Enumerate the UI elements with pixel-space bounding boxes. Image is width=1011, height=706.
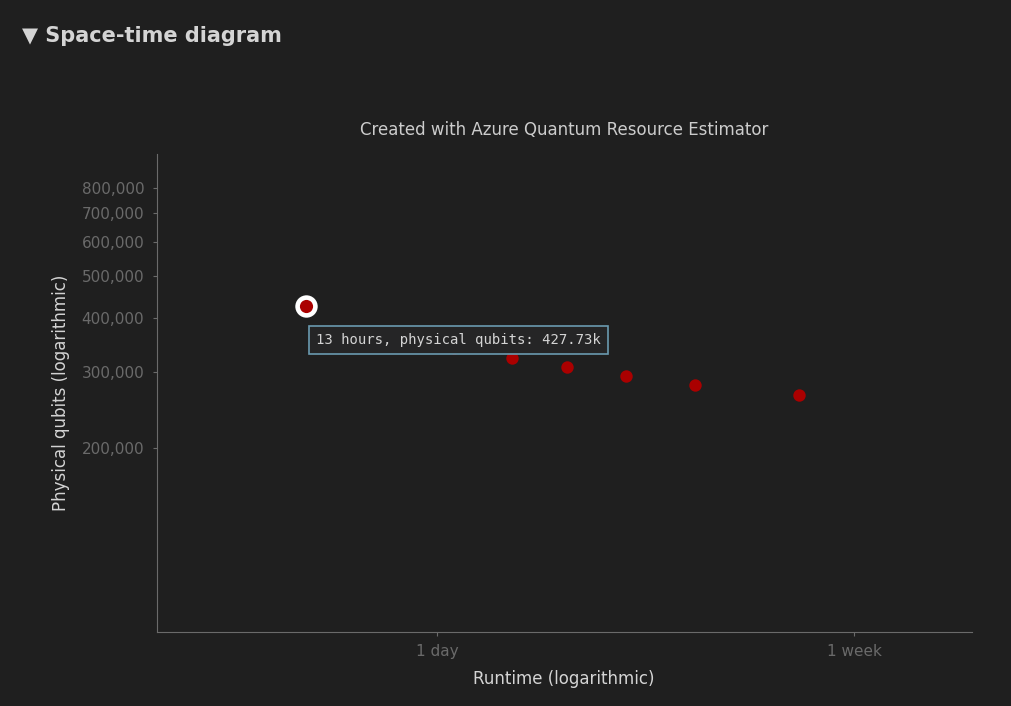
Title: Created with Azure Quantum Resource Estimator: Created with Azure Quantum Resource Esti… <box>360 121 767 139</box>
Point <box>503 352 520 364</box>
Text: ▼ Space-time diagram: ▼ Space-time diagram <box>22 25 282 46</box>
Text: 13 hours, physical qubits: 427.73k: 13 hours, physical qubits: 427.73k <box>315 333 601 347</box>
Point <box>389 335 405 347</box>
Point <box>618 371 634 382</box>
Point <box>558 361 574 372</box>
Point <box>686 379 703 390</box>
Point <box>297 300 313 311</box>
Point <box>297 300 313 311</box>
Y-axis label: Physical qubits (logarithmic): Physical qubits (logarithmic) <box>53 275 71 511</box>
Point <box>446 342 462 353</box>
Point <box>791 390 807 401</box>
X-axis label: Runtime (logarithmic): Runtime (logarithmic) <box>473 671 654 688</box>
